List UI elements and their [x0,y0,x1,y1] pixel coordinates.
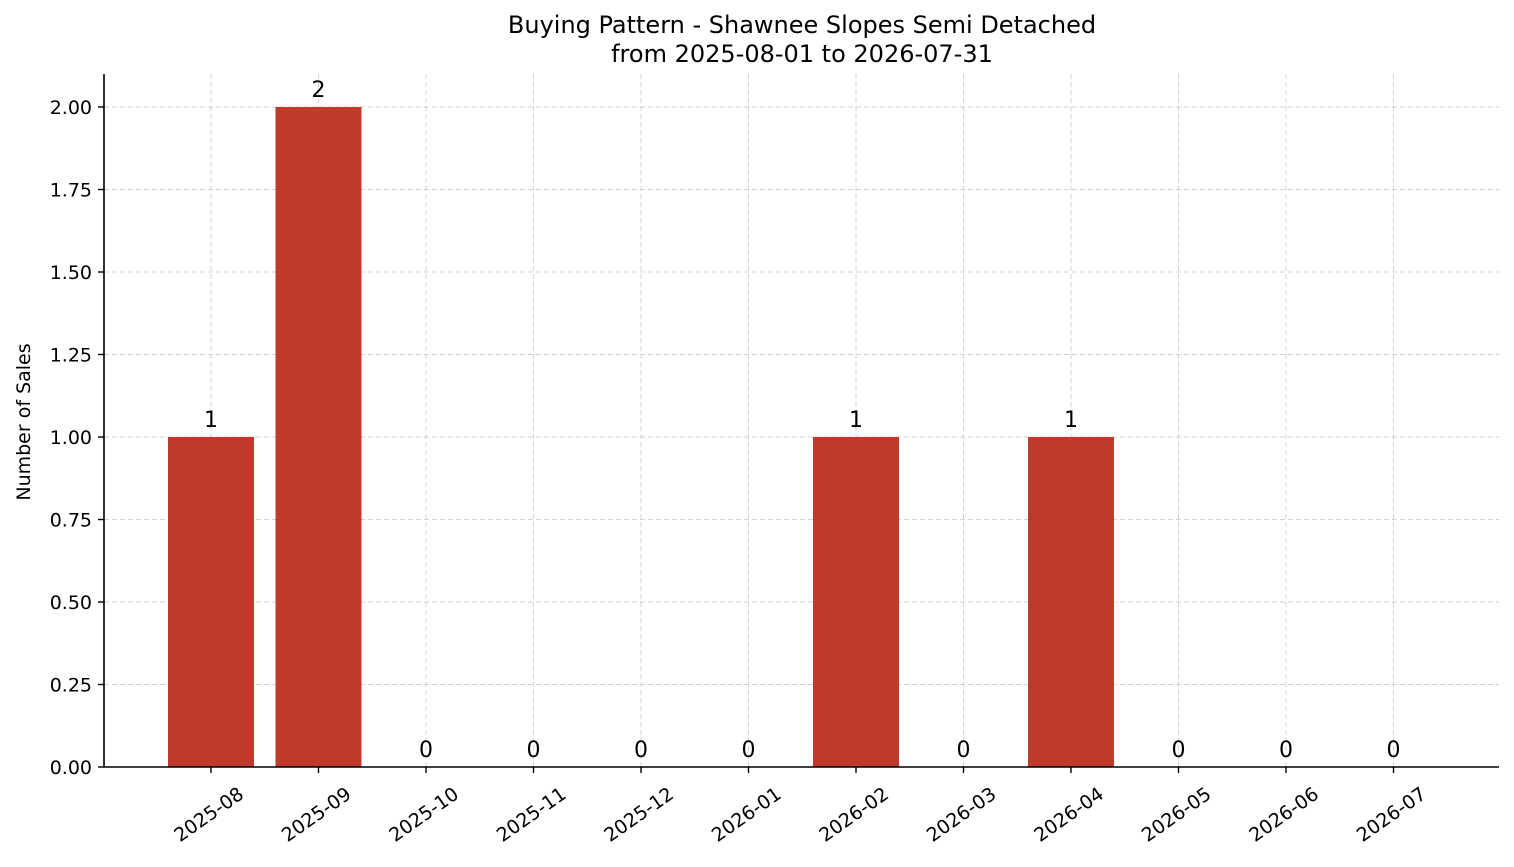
x-tick-label: 2025-10 [385,783,463,847]
data-label-2026-03: 0 [957,738,971,763]
data-label-2025-12: 0 [634,738,648,763]
axes-layer [98,74,1499,773]
y-tick-label: 0.75 [50,510,92,532]
data-label-2026-06: 0 [1279,738,1293,763]
y-tick-label: 0.50 [50,592,92,614]
chart-subtitle: from 2025-08-01 to 2026-07-31 [611,40,993,68]
labels-layer: 0.000.250.500.751.001.251.501.752.001202… [50,78,1431,847]
x-tick-label: 2026-07 [1353,783,1431,847]
y-tick-label: 1.00 [50,427,92,449]
y-tick-label: 2.00 [50,97,92,119]
data-label-2025-09: 2 [312,78,326,103]
bar-2026-04 [1028,437,1114,767]
x-tick-label: 2026-06 [1245,783,1323,847]
y-tick-label: 1.75 [50,180,92,202]
data-label-2026-01: 0 [742,738,756,763]
x-tick-label: 2025-09 [278,783,356,847]
data-label-2026-02: 1 [849,408,863,433]
bar-2026-02 [813,437,899,767]
x-tick-label: 2026-04 [1030,783,1108,847]
chart-title: Buying Pattern - Shawnee Slopes Semi Det… [508,11,1096,39]
data-label-2025-10: 0 [419,738,433,763]
data-label-2026-05: 0 [1172,738,1186,763]
data-label-2026-07: 0 [1387,738,1401,763]
x-tick-label: 2025-11 [493,783,571,847]
y-tick-label: 1.50 [50,262,92,284]
y-tick-label: 1.25 [50,345,92,367]
x-tick-label: 2026-01 [708,783,786,847]
bars-layer [168,107,1114,767]
y-tick-label: 0.00 [50,757,92,779]
x-tick-label: 2025-12 [600,783,678,847]
x-tick-label: 2026-05 [1138,783,1216,847]
x-tick-label: 2025-08 [170,783,248,847]
data-label-2026-04: 1 [1064,408,1078,433]
data-label-2025-11: 0 [527,738,541,763]
x-tick-label: 2026-03 [923,783,1001,847]
y-tick-label: 0.25 [50,675,92,697]
data-label-2025-08: 1 [204,408,218,433]
bar-2025-08 [168,437,254,767]
x-tick-label: 2026-02 [815,783,893,847]
y-axis-title: Number of Sales [13,343,35,500]
bar-2025-09 [275,107,362,767]
